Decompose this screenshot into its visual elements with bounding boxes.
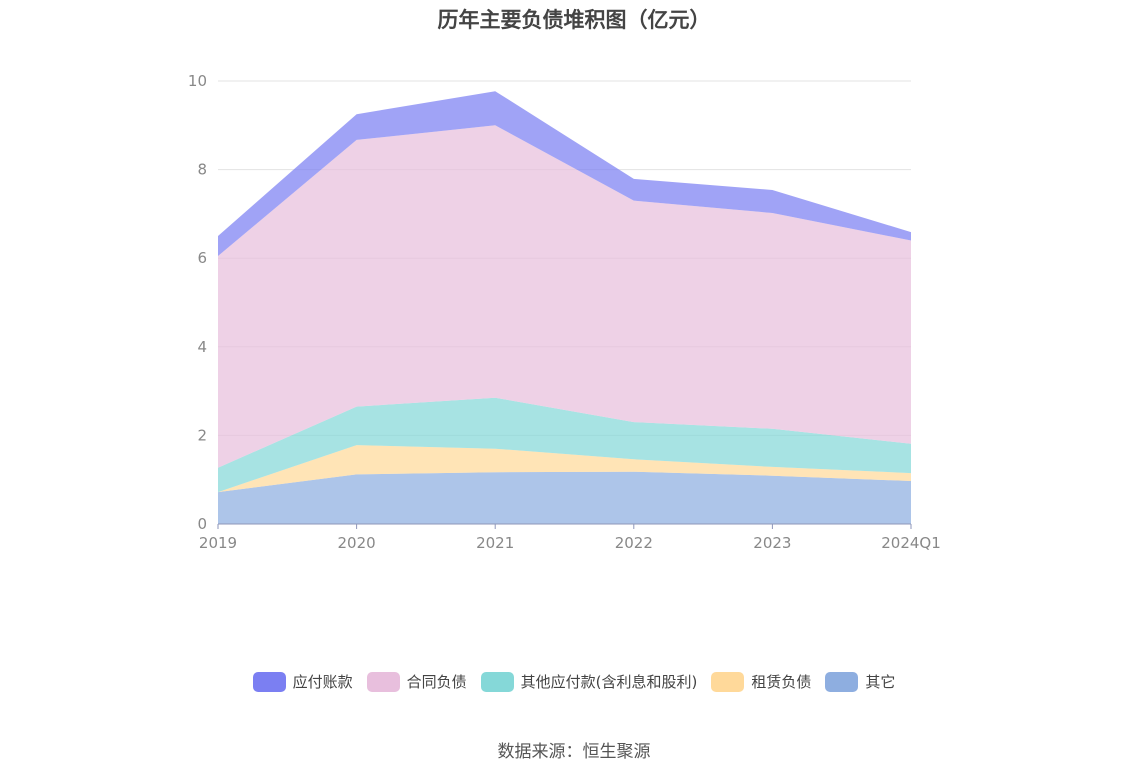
y-tick-label: 8 <box>197 161 207 179</box>
x-tick-label: 2021 <box>476 534 514 552</box>
legend-swatch <box>252 671 286 692</box>
legend-label: 租赁负债 <box>751 673 812 691</box>
x-tick-label: 2019 <box>199 534 237 552</box>
source-text: 数据来源：恒生聚源 <box>497 742 651 762</box>
axes: 0 2 4 6 8 10 2019 2020 2021 2022 2023 2024Q1 <box>188 72 941 552</box>
area-series-1 <box>218 445 911 493</box>
x-tick-label: 2024Q1 <box>881 534 941 552</box>
legend-item[interactable]: 应付账款 <box>252 671 353 692</box>
area-series-4 <box>218 91 911 256</box>
y-tick-label: 6 <box>197 249 207 267</box>
y-tick-label: 4 <box>197 338 207 356</box>
y-tick-label: 10 <box>188 72 207 90</box>
area-series-2 <box>218 397 911 493</box>
legend-item[interactable]: 其他应付款(含利息和股利) <box>480 671 698 692</box>
x-tick-label: 2022 <box>615 534 653 552</box>
x-tick-label: 2023 <box>753 534 791 552</box>
legend-label: 应付账款 <box>292 673 353 691</box>
legend-label: 其他应付款(含利息和股利) <box>520 673 698 691</box>
chart-title: 历年主要负债堆积图（亿元） <box>437 8 711 32</box>
legend-swatch <box>825 671 859 692</box>
y-tick-label: 2 <box>197 426 207 444</box>
legend-swatch <box>480 671 514 692</box>
legend-swatch <box>366 671 400 692</box>
area-series-0 <box>218 471 911 524</box>
x-tick-label: 2020 <box>338 534 376 552</box>
legend-label: 其它 <box>865 673 896 691</box>
legend: 应付账款 合同负债 其他应付款(含利息和股利) 租赁负债 其它 <box>0 671 1148 692</box>
legend-item[interactable]: 合同负债 <box>366 671 467 692</box>
legend-item[interactable]: 其它 <box>825 671 895 692</box>
legend-swatch <box>711 671 745 692</box>
legend-item[interactable]: 租赁负债 <box>711 671 811 692</box>
area-series-3 <box>218 125 911 468</box>
area-series <box>218 91 911 524</box>
legend-label: 合同负债 <box>406 673 467 691</box>
y-tick-label: 0 <box>197 515 207 533</box>
